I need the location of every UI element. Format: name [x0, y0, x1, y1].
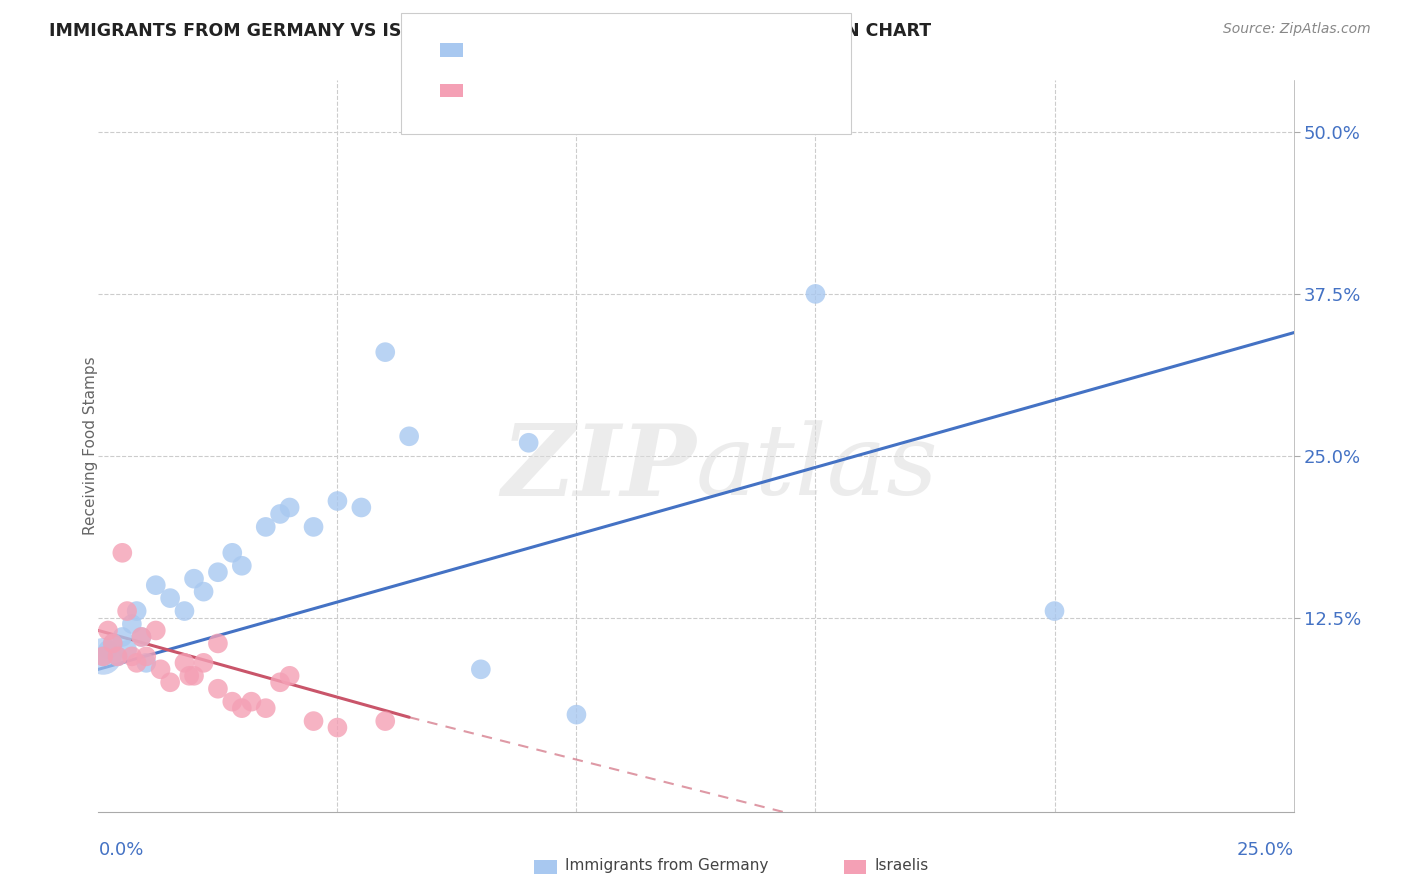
Point	[269, 507, 291, 521]
Text: -0.540: -0.540	[502, 80, 567, 98]
Point	[804, 286, 827, 301]
Point	[183, 572, 205, 586]
Text: 0.528: 0.528	[519, 40, 576, 58]
Point	[193, 656, 215, 670]
Point	[374, 714, 396, 728]
Point	[135, 649, 157, 664]
Point	[97, 643, 120, 657]
Point	[183, 669, 205, 683]
Point	[179, 669, 201, 683]
Point	[111, 546, 134, 560]
Point	[207, 566, 229, 580]
Text: 0.0%: 0.0%	[98, 841, 143, 859]
Point	[97, 624, 120, 638]
Point	[121, 649, 143, 664]
Point	[115, 643, 138, 657]
Point	[517, 435, 540, 450]
Point	[221, 695, 243, 709]
Point	[173, 656, 195, 670]
Point	[278, 669, 301, 683]
Text: 25.0%: 25.0%	[1236, 841, 1294, 859]
Point	[207, 636, 229, 650]
Point	[131, 630, 153, 644]
Point	[107, 649, 129, 664]
Point	[91, 649, 114, 664]
Text: 28: 28	[617, 80, 643, 98]
Point	[398, 429, 420, 443]
Point	[131, 630, 153, 644]
Point	[470, 662, 492, 676]
Point	[326, 721, 349, 735]
Point	[207, 681, 229, 696]
Point	[125, 656, 148, 670]
Y-axis label: Receiving Food Stamps: Receiving Food Stamps	[83, 357, 97, 535]
Point	[159, 675, 181, 690]
Point	[145, 624, 167, 638]
Text: Immigrants from Germany: Immigrants from Germany	[565, 858, 769, 872]
Point	[240, 695, 263, 709]
Point	[149, 662, 172, 676]
Point	[115, 604, 138, 618]
Point	[145, 578, 167, 592]
Point	[231, 558, 253, 573]
Point	[125, 604, 148, 618]
Point	[101, 636, 124, 650]
Point	[565, 707, 588, 722]
Point	[101, 636, 124, 650]
Point	[269, 675, 291, 690]
Text: N =: N =	[572, 80, 624, 98]
Point	[1043, 604, 1066, 618]
Point	[254, 701, 277, 715]
Point	[173, 604, 195, 618]
Point	[350, 500, 373, 515]
Text: 31: 31	[617, 40, 643, 58]
Text: Israelis: Israelis	[875, 858, 929, 872]
Text: Source: ZipAtlas.com: Source: ZipAtlas.com	[1223, 22, 1371, 37]
Text: ZIP: ZIP	[501, 420, 696, 516]
Text: R =: R =	[477, 80, 516, 98]
Point	[278, 500, 301, 515]
Point	[231, 701, 253, 715]
Point	[254, 520, 277, 534]
Text: IMMIGRANTS FROM GERMANY VS ISRAELI RECEIVING FOOD STAMPS CORRELATION CHART: IMMIGRANTS FROM GERMANY VS ISRAELI RECEI…	[49, 22, 931, 40]
Point	[302, 520, 325, 534]
Text: atlas: atlas	[696, 420, 939, 516]
Point	[121, 617, 143, 632]
Point	[107, 649, 129, 664]
Point	[326, 494, 349, 508]
Text: R =: R =	[477, 40, 516, 58]
Point	[135, 656, 157, 670]
Point	[91, 649, 114, 664]
Point	[374, 345, 396, 359]
Point	[159, 591, 181, 606]
Point	[111, 630, 134, 644]
Text: N =: N =	[572, 40, 624, 58]
Point	[91, 649, 114, 664]
Point	[302, 714, 325, 728]
Point	[221, 546, 243, 560]
Point	[193, 584, 215, 599]
